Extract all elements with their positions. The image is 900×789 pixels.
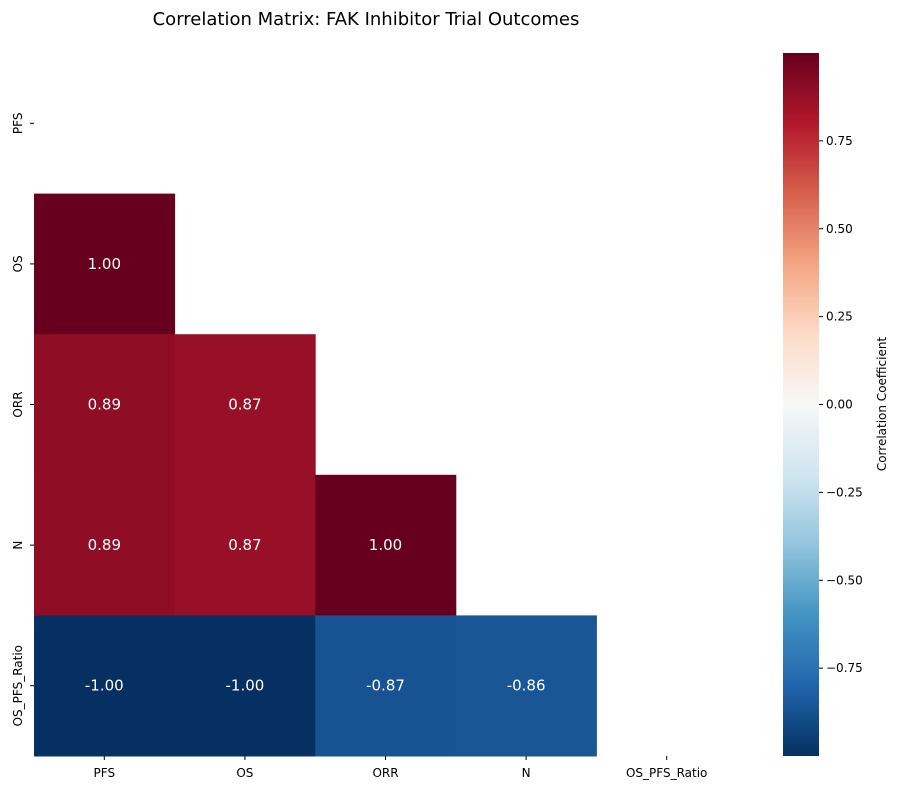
cell-value-label: -0.87 <box>366 677 405 695</box>
x-tick-label: PFS <box>94 766 116 780</box>
cell-value-label: 0.89 <box>88 396 121 414</box>
colorbar-label: Correlation Coefficient <box>875 337 889 472</box>
heatmap-cell-orr-pfs <box>34 334 176 476</box>
cell-value-label: -1.00 <box>225 677 264 695</box>
colorbar-tick-label: 0.25 <box>826 310 853 324</box>
cell-value-label: -0.86 <box>507 677 546 695</box>
cell-value-label: 1.00 <box>369 536 402 554</box>
colorbar-tick-label: 0.75 <box>826 134 853 148</box>
y-tick-label: ORR <box>11 391 25 417</box>
cell-value-label: 0.87 <box>228 536 261 554</box>
heatmap-cell-os-pfs-ratio-orr <box>315 615 457 757</box>
cell-value-label: -1.00 <box>85 677 124 695</box>
x-tick-label: ORR <box>372 766 398 780</box>
colorbar-tick-label: 0.00 <box>826 398 853 412</box>
heatmap-cell-n-pfs <box>34 474 176 616</box>
cell-value-label: 0.87 <box>228 396 261 414</box>
colorbar-axis: −0.75 −0.50 −0.25 0.00 0.25 0.50 0.75 <box>819 134 863 675</box>
y-axis: PFS OS ORR N OS_PFS_Ratio <box>11 113 34 726</box>
colorbar <box>783 53 819 756</box>
y-tick-label: PFS <box>11 113 25 135</box>
heatmap-cell-n-os <box>174 474 316 616</box>
colorbar-tick-label: −0.50 <box>826 573 863 587</box>
x-axis: PFS OS ORR N OS_PFS_Ratio <box>94 756 707 780</box>
y-tick-label: N <box>11 541 25 550</box>
colorbar-tick-label: −0.25 <box>826 485 863 499</box>
heatmap-cell-os-pfs <box>34 193 176 335</box>
cell-value-label: 1.00 <box>88 255 121 273</box>
x-tick-label: OS <box>236 766 253 780</box>
colorbar-tick-label: 0.50 <box>826 222 853 236</box>
colorbar-tick-label: −0.75 <box>826 661 863 675</box>
heatmap-cell-os-pfs-ratio-os <box>174 615 316 757</box>
heatmap-cell-os-pfs-ratio-n <box>455 615 597 757</box>
y-tick-label: OS <box>11 255 25 272</box>
heatmap-cell-os-pfs-ratio-pfs <box>34 615 176 757</box>
chart-title: Correlation Matrix: FAK Inhibitor Trial … <box>153 9 580 30</box>
heatmap-cell-orr-os <box>174 334 316 476</box>
x-tick-label: OS_PFS_Ratio <box>626 766 707 780</box>
y-tick-label: OS_PFS_Ratio <box>11 645 25 726</box>
x-tick-label: N <box>522 766 531 780</box>
cell-value-label: 0.89 <box>88 536 121 554</box>
cell-annotations: 1.00 0.89 0.87 0.89 0.87 1.00 -1.00 -1.00 -0.87 -… <box>85 255 546 695</box>
heatmap-cells <box>34 193 597 757</box>
heatmap-cell-n-orr <box>315 474 457 616</box>
